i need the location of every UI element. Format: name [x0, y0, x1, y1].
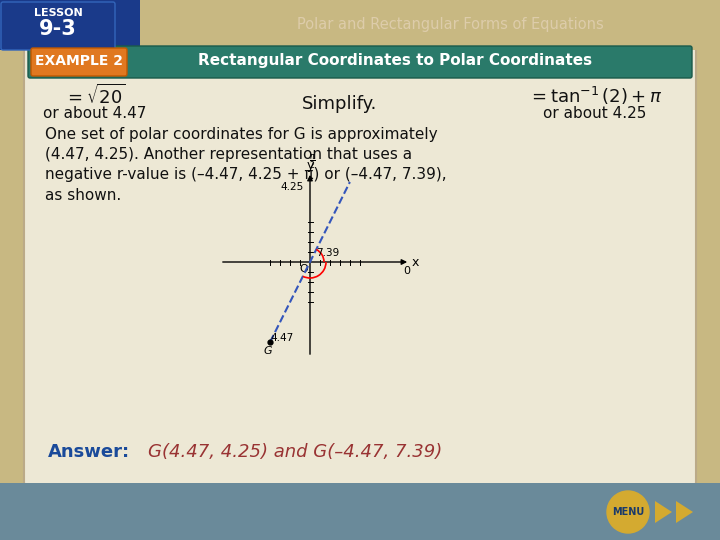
- Text: Polar and Rectangular Forms of Equations: Polar and Rectangular Forms of Equations: [297, 17, 603, 31]
- Polygon shape: [0, 0, 160, 50]
- FancyBboxPatch shape: [31, 48, 127, 76]
- Text: (4.47, 4.25). Another representation that uses a: (4.47, 4.25). Another representation tha…: [45, 147, 412, 163]
- Text: EXAMPLE 2: EXAMPLE 2: [35, 54, 123, 68]
- Bar: [140, 0, 720, 50]
- Text: LESSON: LESSON: [34, 8, 82, 18]
- Text: as shown.: as shown.: [45, 187, 121, 202]
- Text: $= \tan^{-1}(2)+\pi$: $= \tan^{-1}(2)+\pi$: [528, 85, 662, 107]
- Bar: [0, 483, 720, 540]
- Text: O: O: [300, 264, 308, 274]
- Circle shape: [607, 491, 649, 533]
- Text: One set of polar coordinates for G is approximately: One set of polar coordinates for G is ap…: [45, 127, 438, 143]
- Text: Simplify.: Simplify.: [302, 95, 378, 113]
- Text: 9-3: 9-3: [39, 19, 77, 39]
- Text: or about 4.47: or about 4.47: [43, 105, 147, 120]
- Text: or about 4.25: or about 4.25: [544, 105, 647, 120]
- Text: Answer:: Answer:: [48, 443, 130, 461]
- Text: G: G: [264, 346, 272, 356]
- Text: y: y: [306, 159, 314, 172]
- Text: MENU: MENU: [612, 507, 644, 517]
- Text: 4.25: 4.25: [280, 182, 304, 192]
- Bar: [205, 182, 415, 367]
- Text: 0: 0: [403, 266, 410, 276]
- Text: $= \sqrt{20}$: $= \sqrt{20}$: [64, 84, 126, 108]
- Text: 4.47: 4.47: [271, 333, 294, 343]
- Text: negative r-value is (–4.47, 4.25 + π) or (–4.47, 7.39),: negative r-value is (–4.47, 4.25 + π) or…: [45, 167, 446, 183]
- Text: 7.39: 7.39: [316, 248, 340, 258]
- Polygon shape: [0, 0, 180, 50]
- Text: x: x: [411, 256, 419, 269]
- FancyBboxPatch shape: [28, 46, 692, 78]
- FancyBboxPatch shape: [24, 30, 696, 486]
- Polygon shape: [676, 501, 693, 523]
- FancyBboxPatch shape: [1, 2, 115, 50]
- Text: $\frac{\pi}{2}$: $\frac{\pi}{2}$: [309, 153, 315, 171]
- Text: G(4.47, 4.25) and G(–4.47, 7.39): G(4.47, 4.25) and G(–4.47, 7.39): [148, 443, 442, 461]
- Text: Rectangular Coordinates to Polar Coordinates: Rectangular Coordinates to Polar Coordin…: [198, 53, 592, 69]
- Polygon shape: [655, 501, 672, 523]
